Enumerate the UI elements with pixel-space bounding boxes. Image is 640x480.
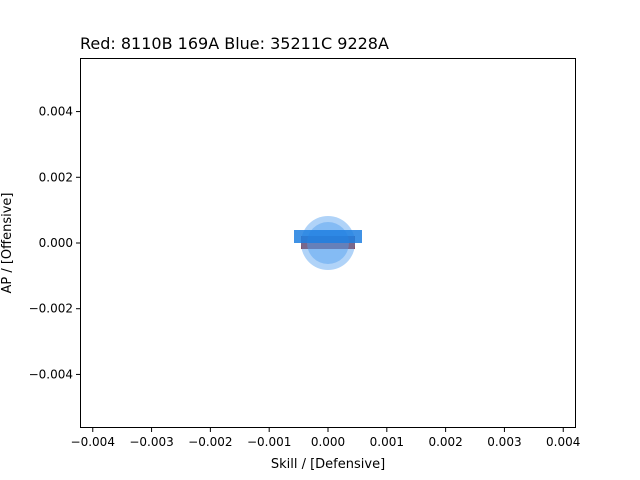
blue-label-marker <box>294 230 362 243</box>
plot-area <box>294 216 362 270</box>
y-tick-label: −0.004 <box>29 367 73 381</box>
x-tick-label: 0.002 <box>428 435 462 449</box>
x-tick-label: 0.000 <box>311 435 345 449</box>
x-tick-label: 0.003 <box>487 435 521 449</box>
y-tick-label: 0.002 <box>39 170 73 184</box>
y-tick-label: 0.004 <box>39 105 73 119</box>
chart-title: Red: 8110B 169A Blue: 35211C 9228A <box>80 34 389 53</box>
x-axis-label: Skill / [Defensive] <box>271 457 385 472</box>
y-tick-label: −0.002 <box>29 302 73 316</box>
x-tick-label: −0.004 <box>71 435 115 449</box>
x-tick-label: −0.002 <box>188 435 232 449</box>
x-tick-label: 0.001 <box>370 435 404 449</box>
x-tick-label: −0.003 <box>129 435 173 449</box>
x-tick-label: 0.004 <box>546 435 580 449</box>
plot-frame <box>80 58 576 428</box>
x-tick-label: −0.001 <box>247 435 291 449</box>
x-axis: −0.004 −0.003 −0.002 −0.001 0.000 0.001 0.002 0… <box>71 428 580 449</box>
y-axis-label: AP / [Offensive] <box>0 192 15 293</box>
y-axis: −0.004 −0.002 0.000 0.002 0.004 <box>29 105 80 381</box>
y-tick-label: 0.000 <box>39 236 73 250</box>
